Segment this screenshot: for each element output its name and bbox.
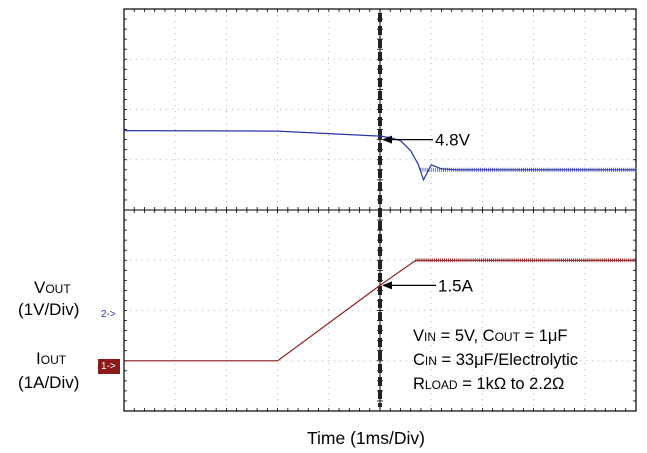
vout-scale-label: (1V/Div) xyxy=(18,300,80,319)
x-axis-label: Time (1ms/Div) xyxy=(307,428,425,448)
iout-channel-label: IOUT xyxy=(36,349,66,369)
condition-rload: RLOAD = 1kΩ to 2.2Ω xyxy=(413,375,565,393)
series-line-vout xyxy=(123,130,636,182)
test-conditions: VIN = 5V, COUT = 1μF CIN = 33μF/Electrol… xyxy=(413,325,578,397)
plot-grid xyxy=(123,8,637,412)
channel-1-marker: 1-> xyxy=(98,359,120,374)
plot-annotations: 4.8V 1.5A xyxy=(382,131,474,295)
iout-scale-label: (1A/Div) xyxy=(18,373,80,392)
iout-label-sub: OUT xyxy=(40,353,67,367)
series-line-iout xyxy=(124,259,636,362)
condition-cin: CIN = 33μF/Electrolytic xyxy=(413,351,579,369)
annotation-arrowhead xyxy=(382,135,392,144)
channel-2-marker: 2-> xyxy=(101,309,116,320)
vout-channel-label: VOUT xyxy=(34,278,71,298)
iout-label-main: I xyxy=(36,349,41,368)
vout-label-main: V xyxy=(34,278,46,297)
annotation-arrowhead xyxy=(382,281,392,290)
plot-traces xyxy=(123,13,637,407)
condition-vin-cout: VIN = 5V, COUT = 1μF xyxy=(413,327,568,345)
annotation-label: 1.5A xyxy=(438,276,474,295)
vout-label-sub: OUT xyxy=(45,282,71,296)
annotation-label: 4.8V xyxy=(435,131,471,150)
